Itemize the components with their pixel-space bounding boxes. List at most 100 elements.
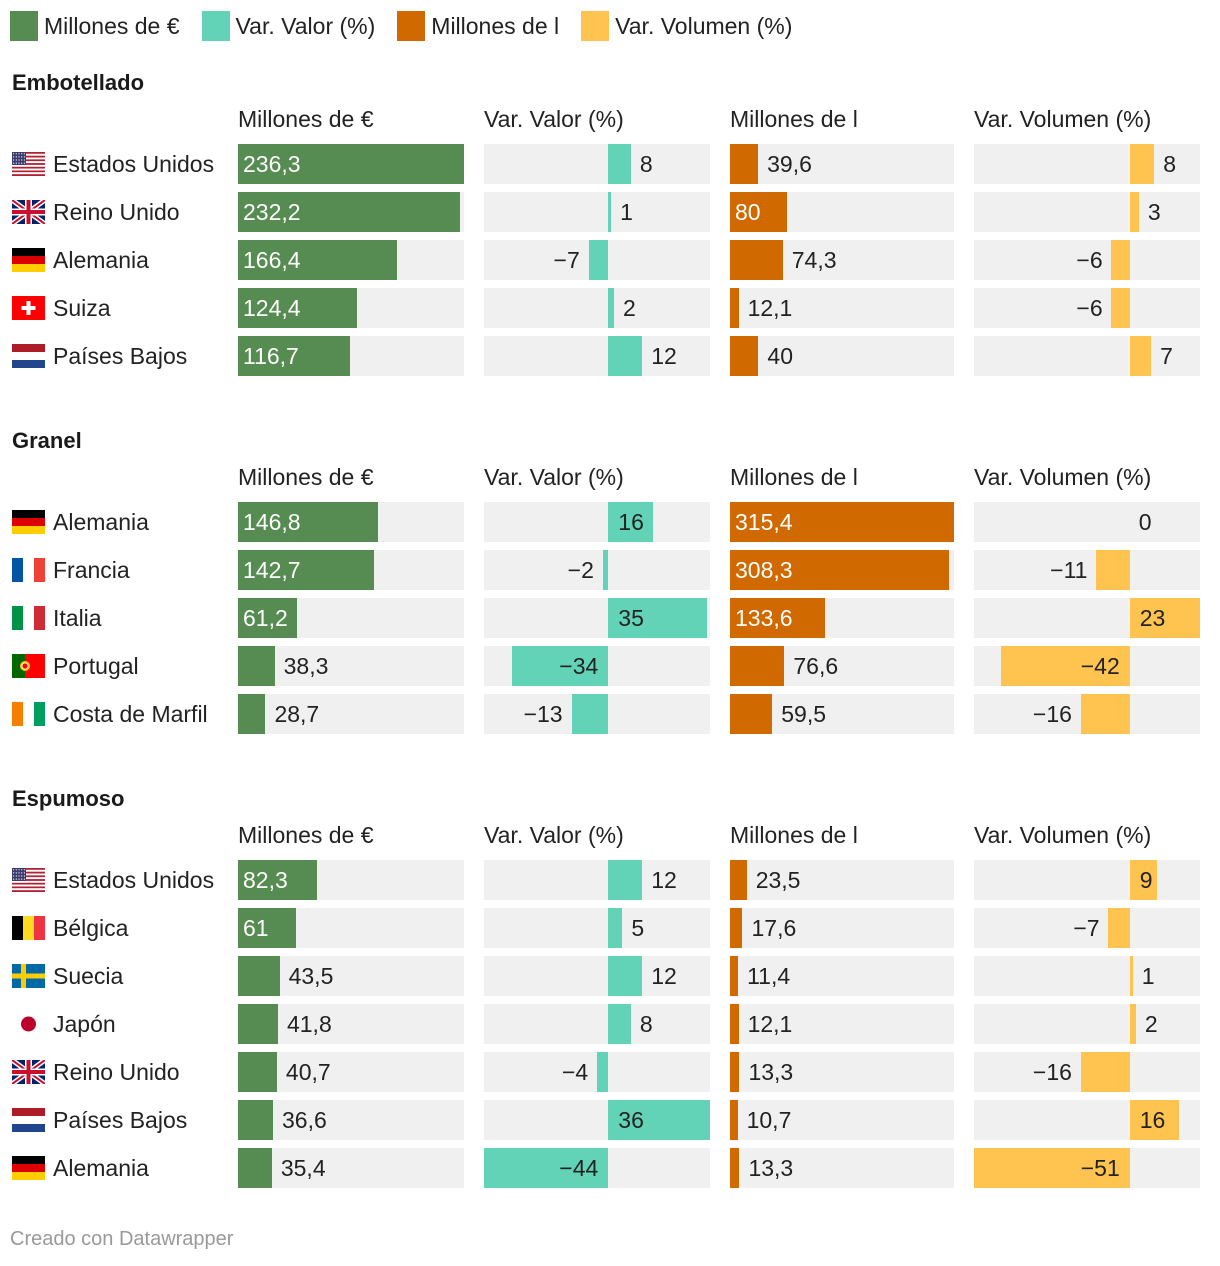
var-volumen-value: 0: [1138, 509, 1152, 535]
var-valor-bar: [608, 336, 643, 376]
column-header: Millones de l: [730, 822, 858, 848]
eur-bar: [238, 1052, 277, 1092]
litros-value: 13,3: [748, 1155, 794, 1181]
nl-flag-icon: [12, 1108, 45, 1132]
credit-text: Creado con Datawrapper: [10, 1228, 234, 1250]
litros-value: 12,1: [747, 1011, 793, 1037]
legend-label: Var. Volumen (%): [615, 12, 793, 39]
eur-bar: [238, 288, 357, 328]
litros-bar: [730, 192, 787, 232]
litros-cell: [730, 1004, 954, 1044]
country-name: Italia: [53, 604, 102, 631]
eur-cell: [238, 1100, 464, 1140]
litros-bar: [730, 336, 759, 376]
var-valor-bar: [597, 1052, 609, 1092]
country-row-label: Estados Unidos: [12, 860, 214, 900]
var-valor-value: 2: [622, 295, 636, 321]
var-valor-bar: [608, 956, 643, 996]
legend-swatch: [581, 11, 610, 41]
var-volumen-cell: [974, 240, 1200, 280]
country-name: Costa de Marfil: [53, 700, 208, 727]
var-valor-value: 35: [618, 605, 644, 631]
var-valor-value: −4: [562, 1059, 589, 1085]
eur-value: 36,6: [282, 1107, 327, 1133]
var-volumen-value: 2: [1144, 1011, 1158, 1037]
country-name: Bélgica: [53, 914, 129, 941]
var-volumen-bar: [1080, 1052, 1130, 1092]
eur-value: 35,4: [280, 1155, 326, 1181]
it-flag-icon: [12, 606, 45, 630]
eur-bar: [238, 598, 297, 638]
eur-value: 40,7: [285, 1059, 331, 1085]
var-volumen-bar: [1129, 192, 1139, 232]
litros-value: 39,6: [767, 151, 812, 177]
country-row-label: Francia: [12, 550, 130, 590]
var-volumen-bar: [1001, 646, 1130, 686]
var-valor-value: 8: [639, 151, 653, 177]
country-name: Reino Unido: [53, 198, 180, 225]
legend-item: Millones de l: [397, 11, 559, 41]
var-valor-cell: [484, 956, 710, 996]
column-header: Var. Valor (%): [484, 464, 624, 490]
var-valor-cell: [484, 288, 710, 328]
var-volumen-value: 8: [1163, 151, 1176, 177]
column-header: Millones de €: [238, 106, 374, 132]
country-row-label: Países Bajos: [12, 336, 187, 376]
column-header: Millones de l: [730, 106, 858, 132]
us-flag-icon: [12, 152, 45, 177]
var-volumen-value: −42: [1080, 653, 1120, 679]
var-valor-bar: [484, 1148, 609, 1188]
ch-flag-icon: [12, 296, 45, 320]
var-volumen-cell: [974, 956, 1200, 996]
litros-value: 80: [735, 199, 761, 225]
country-name: Países Bajos: [53, 342, 188, 369]
var-volumen-value: −16: [1032, 1059, 1072, 1085]
eur-bar: [238, 502, 379, 542]
litros-value: 17,6: [751, 915, 797, 941]
var-volumen-bar: [1129, 336, 1152, 376]
de-flag-icon: [12, 510, 45, 534]
var-volumen-value: −7: [1073, 915, 1100, 941]
var-volumen-value: 23: [1139, 605, 1166, 631]
var-valor-cell: [484, 336, 710, 376]
litros-bar: [730, 550, 949, 590]
eur-value: 166,4: [243, 247, 301, 273]
var-volumen-cell: [974, 192, 1200, 232]
column-header: Var. Valor (%): [484, 106, 624, 132]
litros-bar: [730, 908, 743, 948]
var-volumen-bar: [1129, 598, 1200, 638]
var-valor-bar: [608, 288, 614, 328]
pt-flag-icon: [12, 654, 45, 678]
var-valor-value: 12: [651, 867, 677, 893]
legend-item: Var. Valor (%): [201, 11, 376, 41]
var-volumen-value: 3: [1147, 199, 1161, 225]
legend: Millones de € Var. Valor (%) Millones de l…: [10, 10, 814, 42]
section-title: Embotellado: [12, 70, 145, 95]
litros-bar: [730, 860, 747, 900]
var-valor-value: −13: [523, 701, 563, 727]
var-valor-bar: [588, 240, 609, 280]
fr-flag-icon: [12, 558, 45, 582]
var-volumen-value: −51: [1080, 1155, 1120, 1181]
litros-cell: [730, 336, 954, 376]
litros-value: 11,4: [747, 963, 791, 989]
country-row-label: Estados Unidos: [12, 144, 214, 184]
country-row-label: Suecia: [12, 956, 123, 996]
var-volumen-bar: [1080, 694, 1130, 734]
country-row-label: Alemania: [12, 502, 149, 542]
var-volumen-bar: [1111, 288, 1130, 328]
var-volumen-cell: [974, 550, 1200, 590]
legend-label: Millones de €: [44, 12, 180, 39]
litros-cell: [730, 908, 954, 948]
litros-value: 12,1: [747, 295, 793, 321]
country-row-label: Costa de Marfil: [12, 694, 208, 734]
column-header: Var. Volumen (%): [974, 822, 1152, 848]
uk-flag-icon: [10, 197, 47, 227]
country-row-label: Reino Unido: [10, 192, 180, 232]
legend-label: Var. Valor (%): [235, 12, 376, 39]
litros-value: 10,7: [746, 1107, 792, 1133]
var-volumen-bar: [1129, 1100, 1179, 1140]
country-name: Suiza: [53, 294, 111, 321]
var-volumen-cell: [974, 908, 1200, 948]
var-volumen-cell: [974, 288, 1200, 328]
